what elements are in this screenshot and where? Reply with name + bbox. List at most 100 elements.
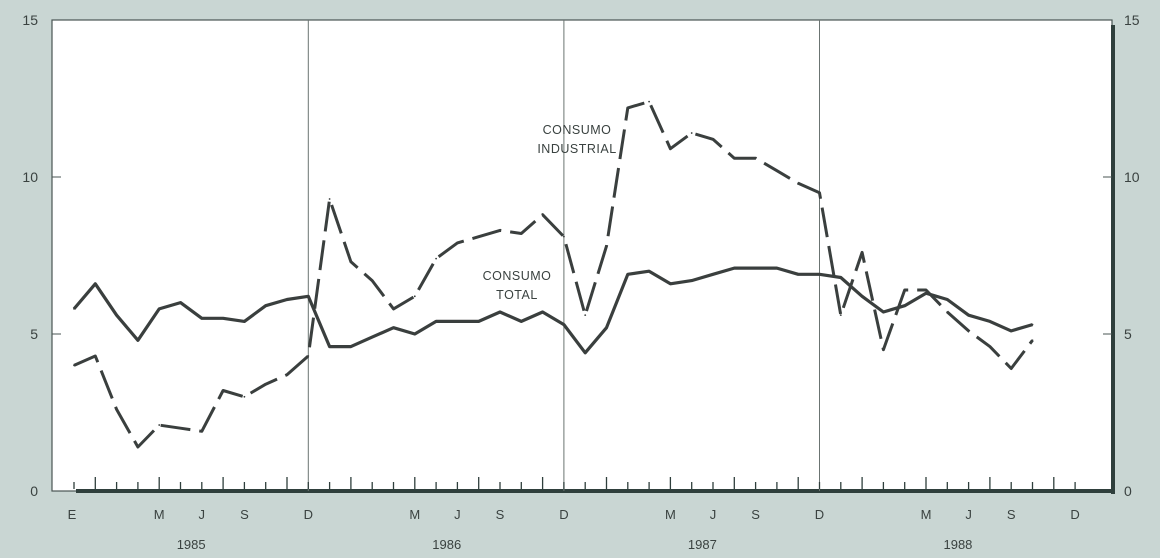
data-point-consumo-total <box>626 273 629 276</box>
data-point-consumo-total <box>179 301 182 304</box>
data-point-consumo-total <box>584 351 587 354</box>
data-point-consumo-industrial <box>925 289 927 291</box>
data-point-consumo-total <box>392 326 395 329</box>
data-point-consumo-total <box>137 339 139 342</box>
data-point-consumo-total <box>669 282 672 285</box>
data-point-consumo-total <box>264 304 267 307</box>
x-month-label: D <box>815 507 824 522</box>
data-point-consumo-total <box>563 323 565 326</box>
data-point-consumo-industrial <box>563 235 565 238</box>
data-point-consumo-industrial <box>989 345 991 348</box>
x-month-label: M <box>665 507 676 522</box>
y-tick-label-left: 10 <box>22 169 38 185</box>
data-point-consumo-industrial <box>669 147 672 150</box>
x-year-label: 1987 <box>688 537 717 552</box>
data-point-consumo-industrial <box>413 295 416 298</box>
data-point-consumo-total <box>989 320 991 323</box>
data-point-consumo-total <box>903 304 906 307</box>
y-tick-label-left: 5 <box>30 326 38 342</box>
data-point-consumo-industrial <box>350 260 352 263</box>
data-point-consumo-industrial <box>222 389 225 392</box>
x-month-label: J <box>454 507 461 522</box>
data-point-consumo-industrial <box>286 373 288 376</box>
series-line-consumo-total <box>72 266 1033 355</box>
data-point-consumo-industrial <box>179 427 182 430</box>
data-point-consumo-industrial <box>967 329 970 332</box>
data-point-consumo-total <box>73 307 75 310</box>
y-tick-label-right: 10 <box>1124 169 1140 185</box>
x-month-label: S <box>1007 507 1016 522</box>
x-month-label: S <box>751 507 760 522</box>
data-point-consumo-total <box>946 298 949 301</box>
x-month-label: M <box>921 507 932 522</box>
y-tick-label-left: 15 <box>22 12 38 28</box>
data-point-consumo-total <box>286 298 288 301</box>
y-tick-label-left: 0 <box>30 483 38 499</box>
data-point-consumo-total <box>690 279 693 282</box>
data-point-consumo-industrial <box>541 213 544 216</box>
x-month-label: S <box>240 507 249 522</box>
data-point-consumo-industrial <box>712 138 714 141</box>
x-month-label: J <box>965 507 972 522</box>
data-point-consumo-total <box>520 320 523 323</box>
data-point-consumo-total <box>712 273 714 276</box>
data-point-consumo-industrial <box>903 289 906 291</box>
x-month-label: D <box>1070 507 1079 522</box>
data-point-consumo-industrial <box>200 430 203 433</box>
data-point-consumo-industrial <box>392 307 395 310</box>
data-point-consumo-industrial <box>882 348 885 351</box>
data-point-consumo-total <box>1010 329 1013 332</box>
data-point-consumo-total <box>861 295 863 298</box>
data-point-consumo-industrial <box>839 314 842 317</box>
y-tick-label-right: 0 <box>1124 483 1132 499</box>
data-point-consumo-total <box>115 314 118 317</box>
data-point-consumo-total <box>967 314 970 317</box>
data-point-consumo-total <box>158 307 161 310</box>
data-point-consumo-total <box>605 326 608 329</box>
data-point-consumo-total <box>839 276 842 279</box>
data-point-consumo-industrial <box>456 242 459 244</box>
data-point-consumo-total <box>818 273 821 276</box>
y-tick-label-right: 15 <box>1124 12 1140 28</box>
data-point-consumo-total <box>541 311 544 313</box>
data-point-consumo-total <box>307 295 310 298</box>
data-point-consumo-total <box>456 320 459 323</box>
data-point-consumo-total <box>1031 323 1034 326</box>
x-month-label: J <box>199 507 206 522</box>
data-point-consumo-industrial <box>946 311 949 313</box>
x-month-label: D <box>304 507 313 522</box>
data-point-consumo-total <box>435 320 437 323</box>
plot-area <box>51 19 1113 492</box>
data-point-consumo-industrial <box>158 424 161 426</box>
data-point-consumo-industrial <box>137 446 139 448</box>
data-point-consumo-industrial <box>818 191 821 194</box>
data-point-consumo-industrial <box>371 279 374 282</box>
data-point-consumo-total <box>350 345 352 348</box>
data-point-consumo-industrial <box>605 245 608 247</box>
bottom-axis-rule <box>76 489 1115 493</box>
x-month-label: J <box>710 507 717 522</box>
data-point-consumo-industrial <box>733 157 736 160</box>
annotation-label: CONSUMO <box>543 123 612 137</box>
data-point-consumo-industrial <box>861 251 863 254</box>
data-point-consumo-total <box>94 282 97 285</box>
x-month-label: D <box>559 507 568 522</box>
data-point-consumo-total <box>499 311 501 313</box>
data-point-consumo-total <box>733 267 736 269</box>
data-point-consumo-industrial <box>626 107 629 109</box>
data-point-consumo-industrial <box>690 132 693 134</box>
x-year-label: 1988 <box>943 537 972 552</box>
x-month-label: E <box>68 507 77 522</box>
data-point-consumo-total <box>413 333 416 335</box>
data-point-consumo-total <box>200 317 203 320</box>
data-point-consumo-total <box>925 292 927 295</box>
data-point-consumo-total <box>776 267 778 269</box>
series-line-consumo-industrial <box>73 100 1034 449</box>
x-year-label: 1985 <box>177 537 206 552</box>
data-point-consumo-industrial <box>264 383 267 386</box>
data-point-consumo-industrial <box>754 157 757 160</box>
data-point-consumo-total <box>222 317 225 320</box>
data-point-consumo-total <box>754 267 757 269</box>
